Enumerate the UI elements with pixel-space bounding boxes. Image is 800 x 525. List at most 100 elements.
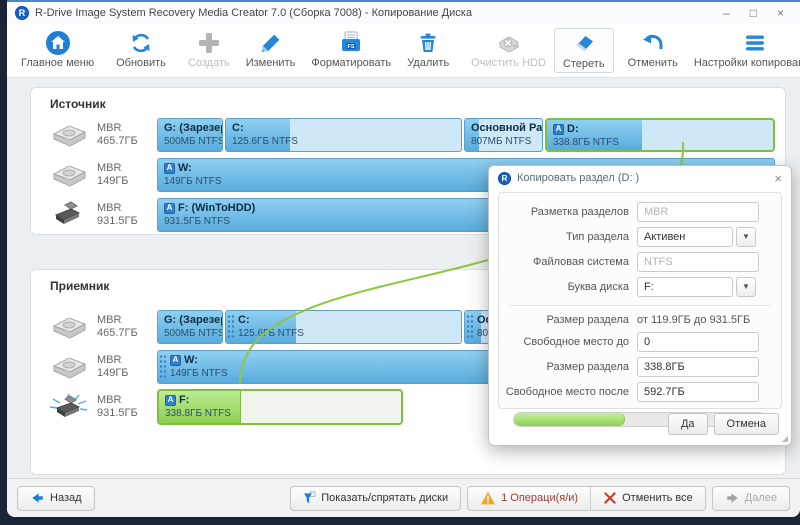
fs-badge: FS (348, 44, 355, 50)
format-fs-icon: FS (338, 30, 364, 56)
toolbar-refresh-button[interactable]: Обновить (108, 28, 174, 71)
active-badge: A (164, 202, 175, 214)
operations-button[interactable]: 1 Операци(я/и) (468, 487, 590, 510)
partition-g[interactable]: G: (Зарезер 500МБ NTFS (157, 118, 223, 152)
arrow-left-icon (32, 493, 43, 503)
field-label: Разметка разделов (530, 205, 629, 218)
cancel-button[interactable]: Отмена (713, 413, 779, 435)
active-badge: A (164, 162, 175, 174)
main-area: Источник MBR 465.7ГБ G: (Зарезер 500МБ NT… (7, 78, 800, 480)
toolbar-wipe-hdd-button: Очистить HDD (463, 28, 554, 71)
partition-d-selected[interactable]: A D: 338.8ГБ NTFS (545, 118, 775, 152)
toolbar-label: Форматировать (311, 57, 392, 69)
disk-size: 931.5ГБ (97, 407, 138, 419)
refresh-icon (129, 30, 153, 56)
disk-size: 149ГБ (97, 175, 129, 187)
cancel-all-button[interactable]: Отменить все (590, 486, 705, 510)
toolbar-label: Главное меню (21, 57, 95, 69)
destination-disk-row-target: MBR 931.5ГБ A F: 338.8ГБ NTFS (31, 387, 785, 427)
toolbar-label: Стереть (562, 58, 605, 70)
undo-icon (640, 30, 666, 56)
operations-group: 1 Операци(я/и) Отменить все (467, 485, 706, 511)
menu-icon (743, 30, 767, 56)
pencil-icon (259, 30, 283, 56)
field-label: Тип раздела (565, 230, 629, 243)
show-disks-icon (304, 491, 316, 504)
toolbar-label: Отменить (627, 57, 678, 69)
resize-grip[interactable]: ◢ (781, 434, 788, 443)
toolbar-format-button[interactable]: FS Форматировать (303, 28, 399, 71)
minimize-button[interactable]: – (723, 6, 730, 20)
disk-size: 465.7ГБ (97, 327, 138, 339)
wipe-hdd-icon (496, 30, 522, 56)
toolbar-label: Изменить (245, 57, 296, 69)
toolbar-edit-button[interactable]: Изменить (238, 28, 304, 71)
toolbar-undo-button[interactable]: Отменить (620, 28, 686, 71)
app-window: R R-Drive Image System Recovery Media Cr… (7, 0, 800, 517)
dialog-title: Копировать раздел (D: ) (517, 172, 640, 184)
ok-button[interactable]: Да (667, 413, 708, 435)
partition-system[interactable]: Основной Разд807МБ NTFS (464, 118, 543, 152)
file-system-field (637, 251, 759, 272)
partition-size-input[interactable] (637, 356, 759, 377)
toolbar-delete-button[interactable]: Удалить (399, 28, 457, 71)
toolbar-label: Настройки копирования (693, 57, 800, 69)
title-bar: R R-Drive Image System Recovery Media Cr… (7, 2, 800, 24)
disk-scheme: MBR (97, 122, 122, 134)
size-range-value: от 119.9ГБ до 931.5ГБ (637, 314, 751, 326)
disk-scheme: MBR (97, 394, 122, 406)
chevron-down-icon[interactable]: ▼ (736, 226, 756, 247)
chevron-down-icon[interactable]: ▼ (736, 276, 756, 297)
app-logo-icon: R (15, 6, 29, 20)
toolbar-erase-button[interactable]: Стереть (553, 28, 614, 73)
slider-fill[interactable] (514, 413, 625, 426)
trash-icon (416, 30, 440, 56)
eraser-icon (572, 31, 596, 57)
warning-icon (481, 491, 496, 505)
toolbar-copy-settings-button[interactable]: Настройки копирования (686, 28, 800, 71)
drag-handle-icon[interactable] (227, 314, 234, 340)
partition-layout-field (637, 201, 759, 222)
field-label: Файловая система (533, 255, 629, 268)
partition-g[interactable]: G: (Зарезер 500МБ NTFS (157, 310, 223, 344)
usb-drive-target-icon (41, 393, 97, 421)
active-badge: A (165, 394, 176, 406)
partition-c[interactable]: C: 125.6ГБ NTFS (225, 310, 462, 344)
toolbar-main-menu-button[interactable]: Главное меню (13, 28, 102, 71)
disk-scheme: MBR (97, 202, 122, 214)
partition-type-select[interactable] (637, 226, 733, 247)
disk-size: 465.7ГБ (97, 135, 138, 147)
free-space-after-input[interactable] (637, 381, 759, 402)
close-button[interactable]: × (776, 6, 784, 20)
field-label: Буква диска (567, 280, 629, 293)
partition-c[interactable]: C: 125.6ГБ NTFS (225, 118, 462, 152)
dialog-form: Разметка разделов Тип раздела ▼ Файловая… (498, 192, 782, 427)
hdd-icon (41, 161, 97, 189)
red-x-icon (604, 492, 616, 504)
field-label: Размер раздела (546, 314, 629, 326)
field-label: Свободное место после (505, 385, 629, 398)
disk-size: 149ГБ (97, 367, 129, 379)
back-button[interactable]: Назад (17, 485, 95, 511)
show-hide-disks-button[interactable]: Показать/спрятать диски (290, 485, 462, 511)
disk-scheme: MBR (97, 162, 122, 174)
dialog-logo-icon: R (498, 171, 511, 185)
drag-handle-icon[interactable] (159, 354, 166, 380)
copy-partition-dialog: R Копировать раздел (D: ) × Разметка раз… (488, 165, 792, 446)
maximize-button[interactable]: □ (749, 6, 757, 20)
toolbar-label: Удалить (407, 57, 450, 69)
hdd-icon (41, 353, 97, 381)
dialog-close-icon[interactable]: × (774, 170, 782, 186)
home-icon (45, 30, 71, 56)
disk-scheme: MBR (97, 314, 122, 326)
window-title: R-Drive Image System Recovery Media Crea… (35, 7, 472, 19)
active-badge: A (170, 354, 181, 366)
toolbar-create-button: Создать (180, 28, 238, 71)
partition-f-copied[interactable]: A F: 338.8ГБ NTFS (157, 389, 403, 425)
destination-title: Приемник (50, 279, 110, 293)
free-space-before-input[interactable] (637, 331, 759, 352)
drag-handle-icon[interactable] (466, 314, 473, 340)
footer-bar: Назад Показать/спрятать диски 1 Операци(… (7, 478, 800, 517)
field-label: Размер раздела (546, 360, 629, 373)
drive-letter-select[interactable] (637, 276, 733, 297)
